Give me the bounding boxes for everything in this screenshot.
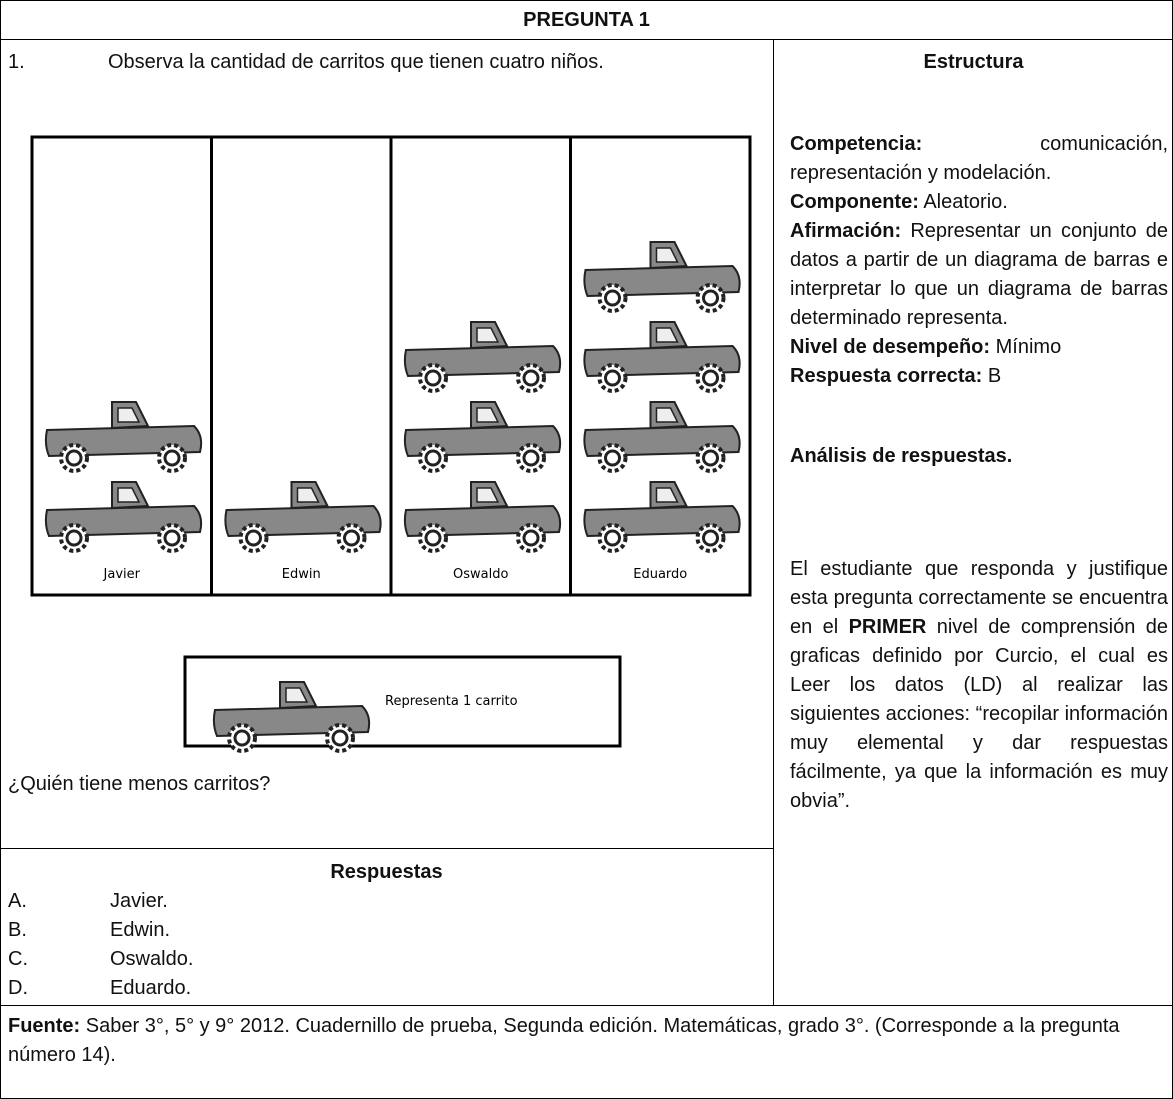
- key-box: [183, 655, 622, 748]
- answer-text: Edwin.: [110, 919, 171, 941]
- answer-letter: C.: [8, 948, 28, 970]
- analysis-emphasis: PRIMER: [848, 616, 927, 638]
- truck-icon: [582, 400, 742, 473]
- header-title: PREGUNTA 1: [523, 9, 650, 31]
- structure-item: Nivel de desempeño: Mínimo: [790, 333, 1168, 362]
- category-label: Edwin: [282, 567, 321, 582]
- analysis-title: Análisis de respuestas.: [790, 445, 1013, 467]
- truck-stack: [402, 320, 563, 553]
- item-label: Afirmación:: [790, 220, 902, 242]
- answer-option: B. Edwin.: [8, 916, 193, 945]
- analysis-text: El estudiante que responda y justifique …: [790, 555, 1168, 816]
- source: Fuente: Saber 3°, 5° y 9° 2012. Cuaderni…: [8, 1012, 1168, 1070]
- answer-option: A. Javier.: [8, 887, 193, 916]
- answer-letter: B.: [8, 919, 27, 941]
- answer-text: Eduardo.: [110, 977, 192, 999]
- structure-title: Estructura: [923, 51, 1024, 73]
- prompt: ¿Quién tiene menos carritos?: [8, 773, 271, 795]
- category-label: Javier: [103, 567, 141, 582]
- structure-item: Componente: Aleatorio.: [790, 188, 1168, 217]
- key-truck: [211, 680, 372, 753]
- item-text: comunicación, representación y modelació…: [790, 133, 1168, 184]
- column-divider: [773, 40, 774, 1005]
- pictogram: Javier Edwin Oswaldo Eduardo Representa 1 c…: [30, 135, 752, 753]
- structure-items: Competencia: comunicación, representació…: [790, 130, 1168, 391]
- item-label: Componente:: [790, 191, 919, 213]
- truck-stack: [223, 480, 383, 553]
- structure-item: Respuesta correcta: B: [790, 362, 1168, 391]
- truck-icon: [582, 480, 742, 553]
- source-label: Fuente:: [8, 1015, 81, 1037]
- truck-stack: [43, 400, 204, 553]
- structure-item: Competencia: comunicación, representació…: [790, 130, 1168, 188]
- answer-option: D. Eduardo.: [8, 974, 193, 1003]
- truck-icon: [43, 400, 204, 473]
- answer-option: C. Oswaldo.: [8, 945, 193, 974]
- category-label: Eduardo: [633, 567, 687, 582]
- answer-text: Oswaldo.: [110, 948, 194, 970]
- answers-title: Respuestas: [330, 861, 443, 883]
- analysis-text-part: nivel de comprensión de graficas definid…: [790, 616, 1168, 812]
- truck-icon: [223, 480, 383, 553]
- truck-stack: [582, 240, 742, 553]
- answer-letter: A.: [8, 890, 27, 912]
- row-divider: [0, 848, 774, 849]
- truck-icon: [43, 480, 204, 553]
- category-label: Oswaldo: [453, 567, 508, 582]
- structure-item: Afirmación: Representar un conjunto de d…: [790, 217, 1168, 333]
- item-label: Competencia:: [790, 133, 923, 155]
- truck-icon: [582, 320, 742, 393]
- pictogram-columns: Javier Edwin Oswaldo Eduardo: [43, 137, 742, 595]
- truck-icon: [402, 400, 563, 473]
- item-text: Mínimo: [995, 336, 1062, 358]
- item-text: B: [987, 365, 1002, 387]
- item-text: Representar un conjunto de datos a parti…: [790, 220, 1168, 329]
- row-divider: [0, 1005, 1173, 1006]
- question: 1. Observa la cantidad de carritos que ti…: [8, 48, 768, 77]
- truck-icon: [402, 480, 563, 553]
- question-text: Observa la cantidad de carritos que tien…: [108, 51, 604, 73]
- item-text: Aleatorio.: [923, 191, 1008, 213]
- answer-text: Javier.: [110, 890, 168, 912]
- item-label: Nivel de desempeño:: [790, 336, 991, 358]
- item-label: Respuesta correcta:: [790, 365, 983, 387]
- key-label: Representa 1 carrito: [385, 694, 518, 709]
- question-number: 1.: [8, 51, 25, 73]
- analysis-text-part: El estudiante que responda y justifique …: [790, 558, 1168, 638]
- source-text: Saber 3°, 5° y 9° 2012. Cuadernillo de p…: [8, 1015, 1120, 1066]
- row-divider: [0, 0, 1173, 40]
- answer-letter: D.: [8, 977, 28, 999]
- truck-icon: [402, 320, 563, 393]
- truck-icon: [582, 240, 742, 313]
- answer-list: A. Javier. B. Edwin. C. Oswaldo. D. Eduardo.: [8, 887, 193, 1003]
